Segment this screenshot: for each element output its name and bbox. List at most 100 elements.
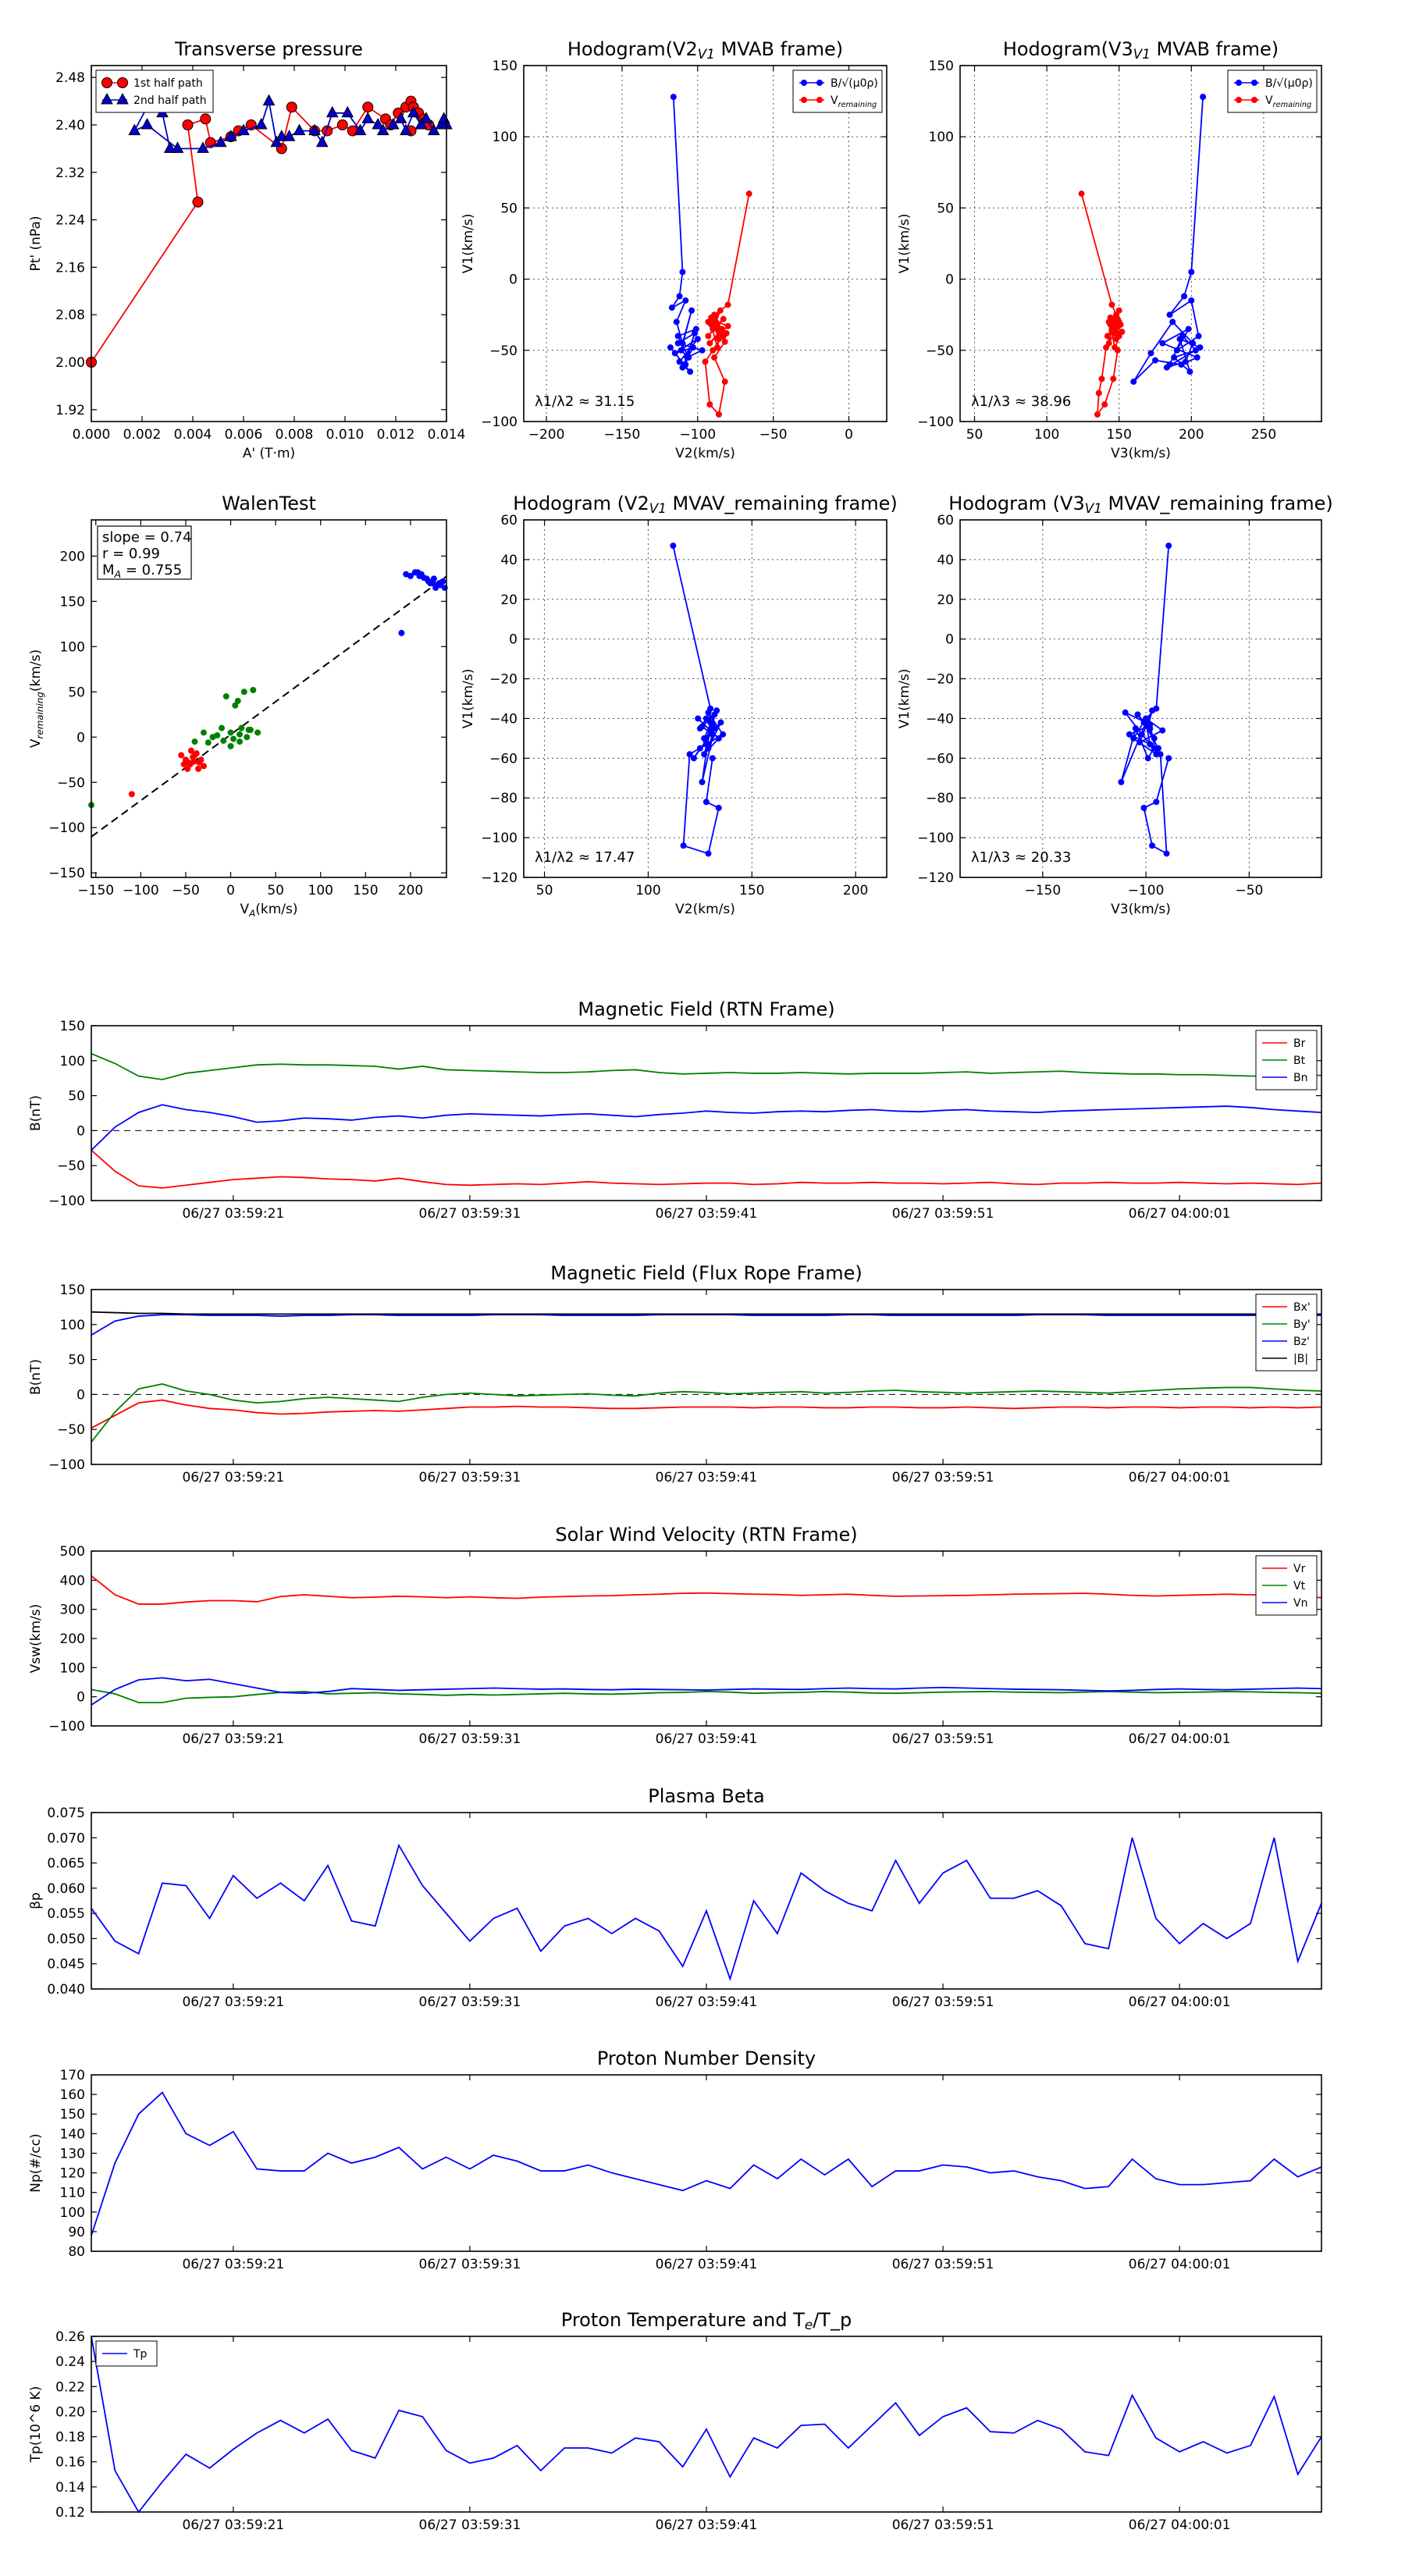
h3-point	[699, 723, 706, 730]
walen-annotation-box	[97, 525, 192, 580]
h2-xtick-label: 200	[1179, 427, 1204, 443]
h1-ratio-annotation: λ1/λ2 ≈ 31.15	[535, 393, 635, 410]
h2-xtick-label: 250	[1251, 427, 1276, 443]
h3-point	[696, 745, 703, 752]
h1-xtick-label: 0	[845, 427, 853, 443]
walen-point-blue	[430, 575, 437, 582]
tp-series-line	[91, 99, 430, 363]
mag_fr-xtick-label: 06/27 03:59:31	[419, 1470, 521, 1485]
walen-annotation: r = 0.99	[102, 546, 160, 562]
h4-point	[1144, 755, 1151, 762]
h3-ytick-label: 60	[500, 513, 518, 528]
vel-xtick-label: 06/27 03:59:21	[182, 1731, 284, 1747]
legend-marker	[801, 80, 807, 86]
legend-label: By'	[1293, 1318, 1311, 1331]
h1-point	[676, 358, 683, 365]
beta-ytick-label: 0.075	[47, 1806, 85, 1821]
mag_fr-xtick-label: 06/27 04:00:01	[1129, 1470, 1231, 1485]
tp-point	[308, 123, 321, 136]
legend-label: Vremaining	[831, 94, 877, 109]
h4-ratio-annotation: λ1/λ3 ≈ 20.33	[971, 849, 1071, 866]
tp-point	[270, 135, 283, 148]
vel-ytick-label: 300	[60, 1603, 85, 1618]
tp-point	[286, 101, 297, 113]
h2-xlabel: V3(km/s)	[1111, 446, 1171, 461]
h4-point	[1134, 711, 1141, 718]
h2-point	[1108, 301, 1115, 308]
h4-ytick-label: −20	[926, 672, 954, 688]
h1-point	[674, 333, 681, 340]
tp-point	[336, 119, 348, 130]
mag_rtn-series-Bt	[91, 1053, 1321, 1080]
h2-ylabel: V1(km/s)	[897, 214, 912, 274]
np-panel: Proton Number Density 06/27 03:59:21 06/27…	[28, 2048, 1322, 2272]
tp-point	[182, 119, 194, 130]
h3-point	[699, 778, 706, 785]
tp-point	[372, 117, 385, 130]
vel-xtick-label: 06/27 03:59:51	[892, 1731, 994, 1747]
vel-title: Solar Wind Velocity (RTN Frame)	[555, 1524, 857, 1546]
plot-frame	[91, 2074, 1322, 2252]
np-ytick-label: 140	[60, 2126, 85, 2142]
mag_fr-xtick-label: 06/27 03:59:41	[656, 1470, 758, 1485]
walen-point-red	[200, 763, 207, 770]
legend-box	[792, 69, 883, 113]
h1-point	[711, 354, 718, 361]
h2-ytick-label: 50	[937, 201, 954, 216]
walen-point-green	[240, 688, 247, 696]
beta-ytick-label: 0.065	[47, 1856, 85, 1872]
h3-title: Hodogram (V2V1 MVAV_remaining frame)	[513, 493, 898, 516]
h2-ytick-label: 0	[945, 272, 954, 288]
h3-ytick-label: 40	[500, 553, 518, 568]
vel-ytick-label: 0	[76, 1690, 85, 1706]
walen-point-red	[187, 747, 194, 754]
vel-ytick-label: 400	[60, 1573, 85, 1589]
h3-xtick-label: 50	[536, 883, 553, 898]
vel-xtick-label: 06/27 03:59:31	[419, 1731, 521, 1747]
tp_temp-xtick-label: 06/27 04:00:01	[1129, 2517, 1231, 2533]
tp_temp-ytick-label: 0.12	[55, 2505, 85, 2521]
vel-panel: Solar Wind Velocity (RTN Frame) 06/27 03:…	[28, 1524, 1322, 1747]
tp-xtick-label: 0.002	[123, 427, 162, 443]
plot-frame	[91, 2336, 1322, 2513]
legend-label: Br	[1293, 1037, 1306, 1050]
np-ytick-label: 130	[60, 2146, 85, 2161]
h3-ytick-label: 20	[500, 592, 518, 608]
h2-point	[1171, 354, 1178, 361]
h4-panel: Hodogram (V3V1 MVAV_remaining frame) −150…	[897, 493, 1333, 917]
mag_rtn-xtick-label: 06/27 04:00:01	[1129, 1206, 1231, 1222]
h1-point	[674, 340, 681, 347]
vel-series-Vr	[91, 1575, 1322, 1605]
plot-frame	[523, 65, 887, 422]
walen-point-green	[227, 742, 234, 749]
h3-point	[680, 842, 687, 849]
walen-point-green	[219, 724, 226, 731]
h1-point	[673, 318, 680, 326]
walen-point-red	[197, 756, 205, 763]
walen-point-red	[128, 791, 135, 798]
legend-box	[95, 69, 214, 113]
h1-point	[682, 297, 689, 304]
h2-point	[1178, 361, 1185, 368]
h2-point	[1190, 340, 1197, 347]
mag_fr-series-By'	[91, 1383, 1322, 1443]
h3-ytick-label: −60	[489, 751, 518, 767]
mag_fr-ytick-label: 100	[60, 1318, 85, 1333]
h3-xtick-label: 200	[843, 883, 868, 898]
tp-xtick-label: 0.000	[73, 427, 111, 443]
vel-series-Vn	[91, 1677, 1322, 1706]
h2-ytick-label: 150	[929, 59, 954, 74]
h2-point	[1195, 333, 1202, 340]
h4-ytick-label: 0	[945, 632, 954, 648]
tp-title: Transverse pressure	[174, 38, 363, 60]
tp_temp-xtick-label: 06/27 03:59:21	[182, 2517, 284, 2533]
h1-xlabel: V2(km/s)	[675, 446, 735, 461]
vel-xtick-label: 06/27 03:59:41	[656, 1731, 758, 1747]
h1-point	[679, 269, 686, 276]
walen-point-red	[184, 765, 191, 772]
h4-point	[1130, 735, 1137, 742]
h2-point	[1192, 347, 1199, 354]
h3-point	[715, 735, 722, 742]
mag_fr-ytick-label: 50	[68, 1353, 85, 1368]
walen-point-blue	[414, 569, 422, 576]
